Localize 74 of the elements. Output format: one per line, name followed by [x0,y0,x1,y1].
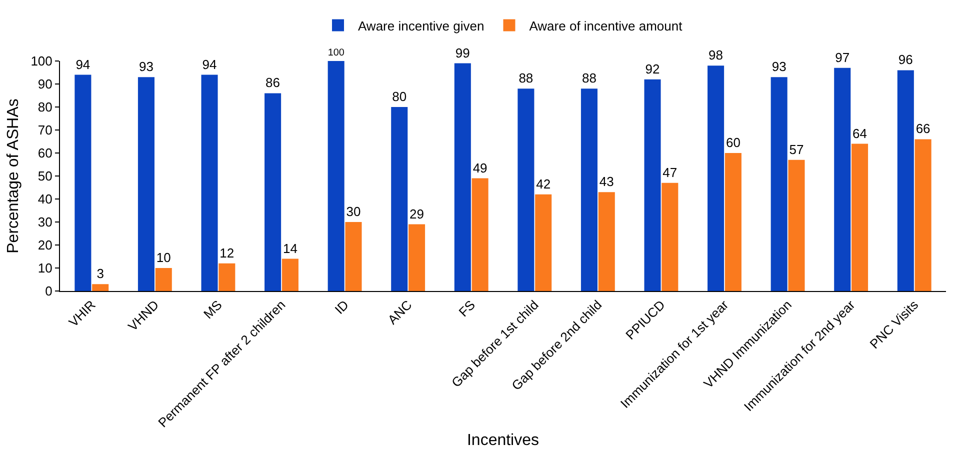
y-tick-label: 100 [30,54,52,69]
data-label: 88 [518,70,534,86]
y-tick-label: 60 [38,146,52,161]
data-label: 14 [282,240,298,256]
data-label: 99 [455,45,470,60]
bar [580,88,598,291]
y-tick-label: 70 [38,122,52,138]
bar [535,194,552,291]
bar [264,93,282,291]
bar [74,74,92,291]
data-label: 94 [76,56,90,72]
bar [218,263,236,291]
data-label: 88 [582,70,596,86]
y-tick-label: 80 [38,100,52,115]
data-label: 3 [96,266,104,282]
data-label: 47 [662,164,678,180]
y-tick-label: 20 [38,238,52,253]
data-label: 94 [202,56,217,72]
bar [454,63,471,291]
bar [644,79,661,291]
bar [391,107,408,291]
bar [598,192,615,291]
bar [852,144,868,291]
data-label: 86 [266,75,280,90]
y-tick-label: 90 [38,76,52,92]
data-label: 93 [138,59,154,74]
data-label: 49 [472,160,488,176]
bar [345,222,362,291]
bar [897,70,914,291]
y-tick-label: 40 [38,192,52,207]
bar [724,153,742,291]
bar [662,182,678,291]
data-label: 66 [916,121,930,136]
y-tick-label: 0 [45,284,52,299]
bar [282,258,298,291]
data-label: 100 [328,48,345,59]
y-tick-label: 10 [38,260,52,276]
x-tick-label: ID [332,297,352,318]
data-label: 42 [536,176,551,192]
bar [770,77,788,291]
data-label: 60 [726,135,740,150]
y-axis-title: Percentage of ASHAs [5,98,22,254]
bar [92,284,109,291]
bar [708,66,724,291]
x-tick-label: MS [200,296,226,322]
data-label: 96 [898,52,913,68]
x-axis-title: Incentives [466,432,540,449]
x-tick-label: FS [456,296,478,320]
data-label: 43 [599,174,614,190]
data-label: 98 [708,48,724,63]
data-label: 93 [772,59,786,74]
legend-label: Aware of incentive amount [529,18,683,34]
data-label: 92 [645,61,660,76]
bar [201,74,218,291]
bar [834,68,851,291]
bar [408,224,426,291]
bar [472,178,488,291]
bar [155,268,172,291]
data-label: 97 [835,50,850,65]
bar [914,139,932,291]
data-label: 30 [346,204,361,219]
y-tick-label: 50 [38,168,52,184]
data-label: 64 [852,126,868,141]
bar [788,160,805,291]
bar [328,61,344,291]
data-label: 10 [156,250,171,265]
y-tick-label: 30 [38,214,52,230]
data-label: 57 [789,142,804,157]
data-label: 29 [410,206,424,222]
data-label: 80 [392,89,407,104]
bar [138,77,154,291]
data-label: 12 [220,245,234,260]
bar [518,88,534,291]
legend-label: Aware incentive given [358,18,484,34]
